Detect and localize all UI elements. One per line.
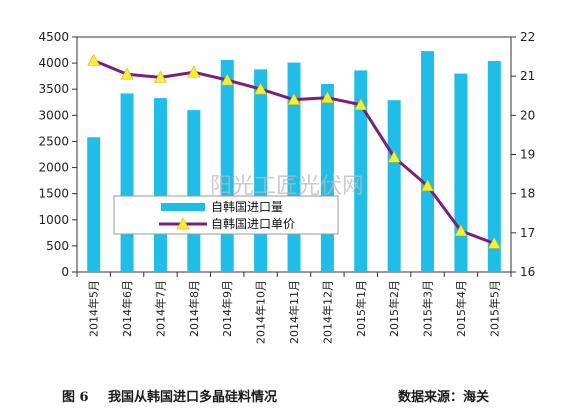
line-point [487,236,501,249]
y-right-tick-label: 18 [520,187,535,201]
bar [87,137,101,272]
y-right-tick-label: 16 [520,265,535,279]
x-tick-label: 2014年11月 [287,280,301,344]
line-point [454,224,468,237]
line-point [254,82,268,95]
line-point [87,53,101,66]
x-tick-label: 2015年5月 [487,280,501,337]
legend-label-line: 自韩国进口单价 [211,216,295,231]
bar [387,100,401,272]
bar [354,70,368,272]
y-left-tick-label: 1000 [38,213,69,227]
x-tick-label: 2014年7月 [153,280,167,337]
chart: 0 500 1000 1500 2000 2500 3000 3500 4000 4500 16 17… [38,30,535,344]
y-left-tick-label: 3500 [38,82,69,96]
y-right-tick-label: 21 [520,69,535,83]
legend-swatch-marker [176,217,190,230]
legend-swatch-bar [161,203,205,211]
x-tick-label: 2015年2月 [387,280,401,337]
y-left-tick-label: 4500 [38,30,69,44]
line-point [287,93,301,105]
y-left-tick-label: 2500 [38,134,69,148]
y-left-tick-label: 2000 [38,161,69,175]
watermark: 阳光工匠光伏网 [210,174,364,199]
line-point [120,67,134,80]
y-left-tick-label: 0 [61,265,69,279]
plot-area: 0 500 1000 1500 2000 2500 3000 3500 4000 4500 16 17… [38,30,535,344]
y-left-tick-label: 1500 [38,187,69,201]
line-point [220,73,234,86]
chart-svg: 0 500 1000 1500 2000 2500 3000 3500 4000 4500 16 17… [38,30,535,344]
y-right-tick-label: 22 [520,30,535,44]
x-tick-label: 2014年6月 [120,280,134,337]
bar [454,73,468,272]
legend-box [113,195,339,235]
y-left-tick-label: 4000 [38,56,69,70]
line-point [421,179,435,192]
x-tick-label: 2015年3月 [421,280,435,337]
line-point [187,65,201,78]
figure-number: 图 6 [62,390,89,405]
y-left-tick-label: 3000 [38,108,69,122]
figure-title: 我国从韩国进口多晶硅料情况 [108,390,278,405]
x-tick-label: 2014年12月 [320,280,334,344]
line-point [354,98,368,111]
y-right-tick-label: 19 [520,148,535,162]
x-tick-label: 2014年8月 [187,280,201,337]
bar [487,61,501,273]
legend-label-bar: 自韩国进口量 [211,199,283,214]
bar [153,98,167,272]
x-tick-label: 2014年5月 [87,280,101,337]
bar [220,59,234,272]
line-point [320,91,334,104]
y-left-tick-label: 500 [46,239,69,253]
bar [254,69,268,272]
x-tick-label: 2014年10月 [254,280,268,344]
figure-caption: 图 6 我国从韩国进口多晶硅料情况 数据来源：海关 [0,386,569,410]
bar [120,93,134,273]
y-right-tick-label: 20 [520,108,535,122]
bar [187,110,201,272]
x-tick-label: 2015年4月 [454,280,468,337]
line-point [153,70,167,83]
line-point [387,150,401,163]
y-right-tick-label: 17 [520,226,535,240]
x-tick-label: 2014年9月 [220,280,234,337]
figure-source: 数据来源：海关 [398,390,490,405]
x-tick-label: 2015年1月 [354,280,368,337]
bar [421,51,435,272]
